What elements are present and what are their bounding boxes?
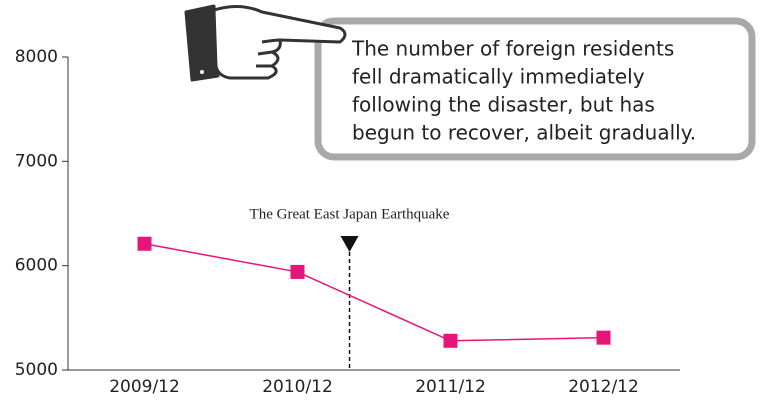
event-label: The Great East Japan Earthquake bbox=[250, 206, 450, 222]
y-tick-label: 8000 bbox=[15, 47, 58, 67]
point-marker bbox=[291, 265, 305, 279]
y-tick-label: 5000 bbox=[15, 360, 58, 380]
series-line bbox=[145, 244, 604, 341]
chart: 5000 6000 7000 8000 2009/12 2010/12 2011/12 201… bbox=[0, 0, 760, 403]
x-tick-label: 2011/12 bbox=[415, 377, 486, 397]
callout-text: The number of foreign residents bbox=[351, 37, 674, 61]
y-tick-label: 6000 bbox=[15, 256, 58, 276]
x-tick-label: 2009/12 bbox=[109, 377, 180, 397]
point-marker bbox=[138, 237, 152, 251]
x-tick-label: 2010/12 bbox=[262, 377, 333, 397]
y-tick-label: 7000 bbox=[15, 151, 58, 171]
point-marker bbox=[444, 334, 458, 348]
callout-text: following the disaster, but has bbox=[352, 93, 655, 117]
x-tick-label: 2012/12 bbox=[568, 377, 639, 397]
callout-text: fell dramatically immediately bbox=[352, 65, 645, 89]
callout-text: begun to recover, albeit gradually. bbox=[352, 121, 696, 145]
event-arrow bbox=[341, 236, 359, 252]
point-marker bbox=[597, 331, 611, 345]
